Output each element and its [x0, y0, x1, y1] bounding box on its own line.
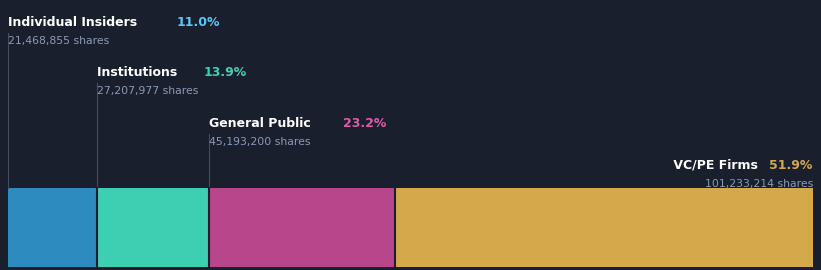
Text: 13.9%: 13.9% — [204, 66, 247, 79]
Text: 11.0%: 11.0% — [177, 16, 221, 29]
Bar — [8, 188, 97, 267]
Text: 45,193,200 shares: 45,193,200 shares — [209, 137, 310, 147]
Text: VC/PE Firms: VC/PE Firms — [669, 159, 758, 172]
Bar — [209, 188, 395, 267]
Bar — [97, 188, 209, 267]
Text: 23.2%: 23.2% — [342, 117, 386, 130]
Text: 27,207,977 shares: 27,207,977 shares — [97, 86, 198, 96]
Text: 51.9%: 51.9% — [769, 159, 813, 172]
Text: Individual Insiders: Individual Insiders — [8, 16, 142, 29]
Text: Institutions: Institutions — [97, 66, 181, 79]
Text: 101,233,214 shares: 101,233,214 shares — [704, 179, 813, 189]
Text: 21,468,855 shares: 21,468,855 shares — [8, 36, 109, 46]
Text: General Public: General Public — [209, 117, 314, 130]
Bar — [395, 188, 813, 267]
